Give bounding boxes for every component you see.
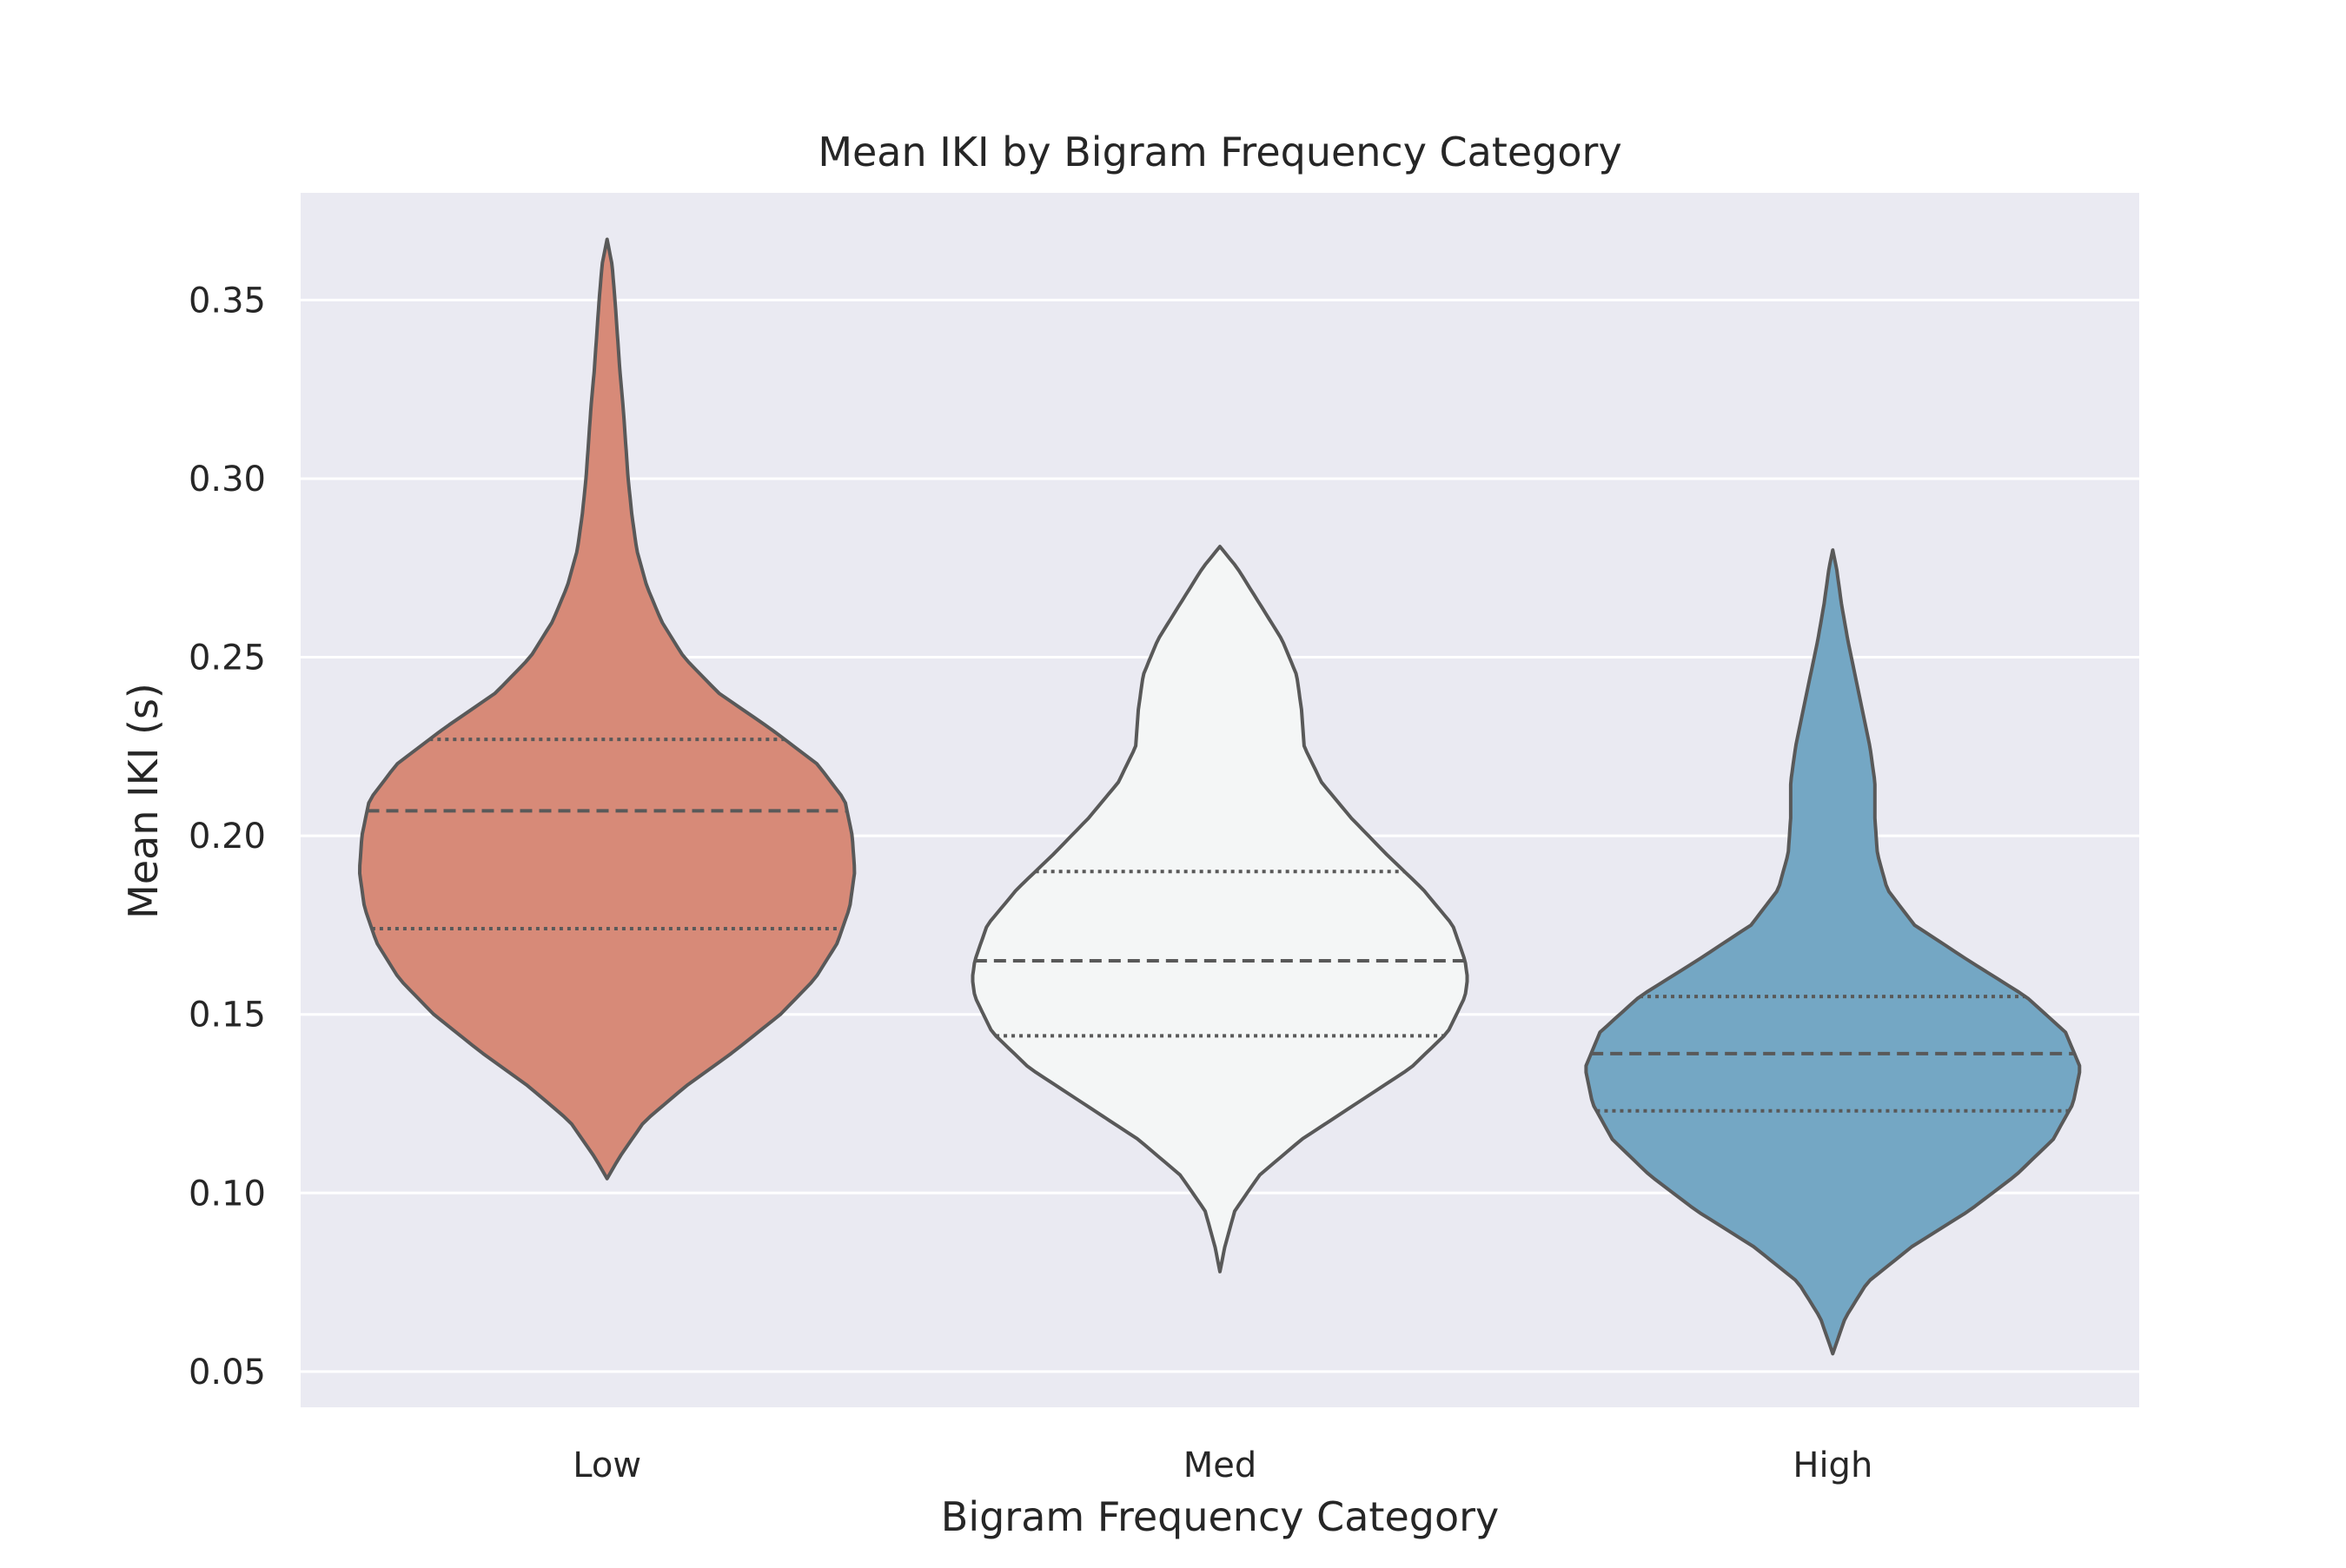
x-tick-label: Low [573, 1446, 641, 1485]
violin-body [1584, 548, 2082, 1356]
chart-title: Mean IKI by Bigram Frequency Category [818, 129, 1621, 175]
violin-low [358, 237, 857, 1181]
violin-high [1584, 548, 2082, 1356]
y-tick-label: 0.35 [189, 281, 266, 321]
x-tick-label: High [1793, 1446, 1872, 1485]
y-tick-label: 0.30 [189, 460, 266, 500]
y-tick-label: 0.25 [189, 638, 266, 678]
y-tick-label: 0.10 [189, 1174, 266, 1214]
y-axis-label: Mean IKI (s) [120, 683, 167, 919]
y-tick-label: 0.20 [189, 817, 266, 857]
violin-body [971, 545, 1469, 1274]
y-tick-label: 0.05 [189, 1353, 266, 1393]
x-tick-label: Med [1183, 1446, 1257, 1485]
violin-body [358, 237, 857, 1181]
violin-med [971, 545, 1469, 1274]
x-axis-ticks: Low Med High [573, 1446, 1872, 1485]
y-tick-label: 0.15 [189, 996, 266, 1035]
violins [358, 237, 2082, 1356]
y-axis-ticks: 0.05 0.10 0.15 0.20 0.25 0.30 0.35 [189, 281, 266, 1393]
x-axis-label: Bigram Frequency Category [941, 1493, 1499, 1540]
